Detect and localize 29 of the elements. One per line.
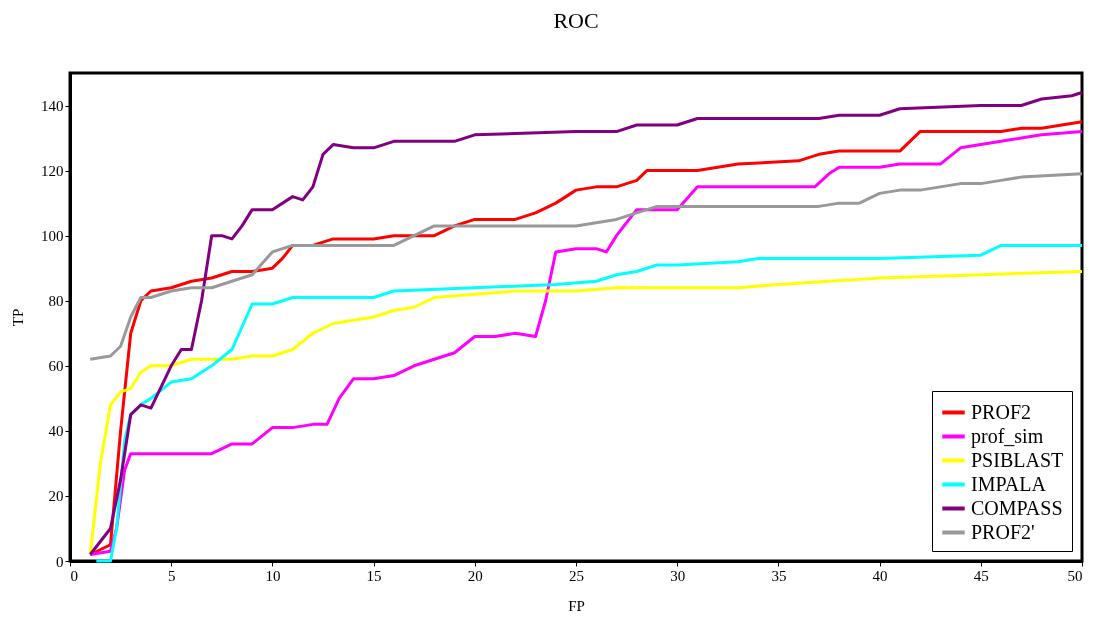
y-tick-label: 80 <box>48 293 64 310</box>
y-tick-label: 100 <box>41 228 64 245</box>
legend-label: PROF2 <box>971 400 1032 423</box>
x-tick-label: 45 <box>973 567 989 584</box>
legend-label: PROF2' <box>971 520 1035 543</box>
x-tick-label: 10 <box>265 567 281 584</box>
x-tick-label: 30 <box>670 567 686 584</box>
y-tick-label: 60 <box>48 358 64 375</box>
y-tick-label: 0 <box>56 553 64 570</box>
y-tick-label: 140 <box>41 98 64 115</box>
y-axis-title: TP <box>10 308 26 327</box>
line-series <box>88 172 1084 361</box>
y-tick-label: 20 <box>48 488 64 505</box>
x-tick-label: 15 <box>366 567 382 584</box>
y-tick-label: 40 <box>48 423 64 440</box>
x-tick-label: 0 <box>70 567 78 584</box>
legend-label: COMPASS <box>971 496 1063 519</box>
y-tick-label: 120 <box>41 163 64 180</box>
x-tick-label: 40 <box>872 567 888 584</box>
legend-label: PSIBLAST <box>971 448 1064 471</box>
chart-title: ROC <box>553 8 599 33</box>
legend-label: prof_sim <box>971 424 1044 448</box>
x-tick-label: 5 <box>167 567 176 584</box>
x-tick-label: 50 <box>1067 567 1083 584</box>
legend-label: IMPALA <box>971 472 1047 495</box>
x-tick-label: 35 <box>771 567 787 584</box>
x-axis-title: FP <box>568 597 585 614</box>
x-tick-label: 25 <box>569 567 584 584</box>
x-tick-label: 20 <box>467 567 483 584</box>
